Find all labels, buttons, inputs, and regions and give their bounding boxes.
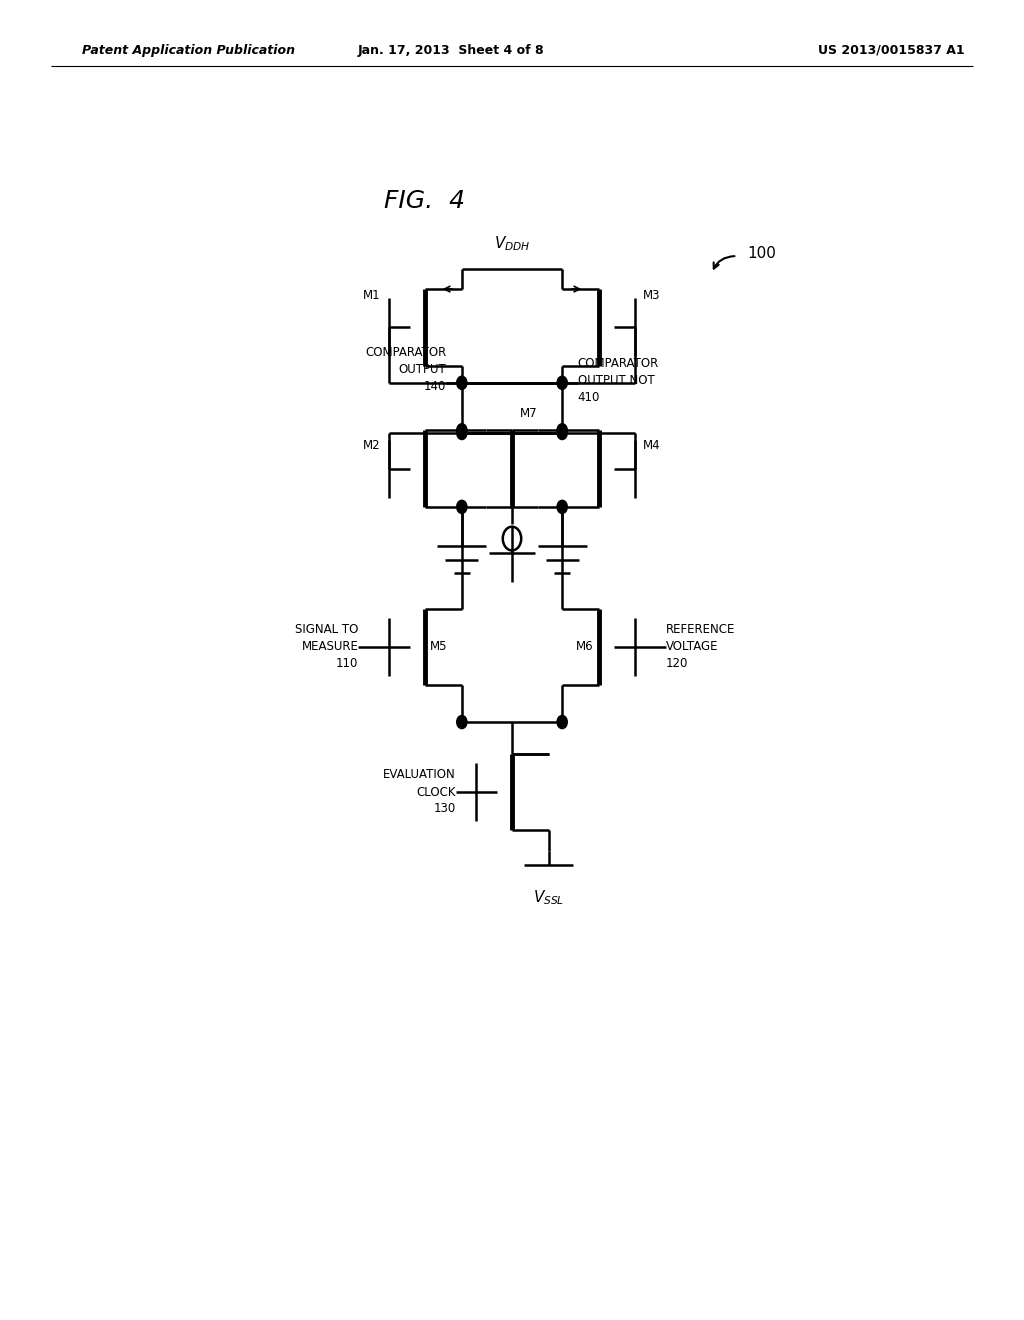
Circle shape — [457, 424, 467, 437]
Circle shape — [457, 376, 467, 389]
Text: COMPARATOR
OUTPUT
140: COMPARATOR OUTPUT 140 — [366, 346, 446, 393]
Text: M5: M5 — [430, 640, 447, 653]
Circle shape — [457, 500, 467, 513]
Text: M3: M3 — [643, 289, 660, 302]
Circle shape — [557, 424, 567, 437]
Text: M6: M6 — [577, 640, 594, 653]
Text: REFERENCE
VOLTAGE
120: REFERENCE VOLTAGE 120 — [666, 623, 735, 671]
Circle shape — [457, 715, 467, 729]
Circle shape — [457, 426, 467, 440]
Circle shape — [557, 376, 567, 389]
Text: EVALUATION
CLOCK
130: EVALUATION CLOCK 130 — [383, 768, 456, 816]
Text: COMPARATOR
OUTPUT NOT
410: COMPARATOR OUTPUT NOT 410 — [578, 356, 658, 404]
Text: FIG.  4: FIG. 4 — [384, 189, 466, 213]
Text: 100: 100 — [748, 246, 776, 261]
Text: US 2013/0015837 A1: US 2013/0015837 A1 — [817, 44, 965, 57]
Text: SIGNAL TO
MEASURE
110: SIGNAL TO MEASURE 110 — [295, 623, 358, 671]
Text: M1: M1 — [364, 289, 381, 302]
Text: $V_{DDH}$: $V_{DDH}$ — [494, 235, 530, 253]
Text: Jan. 17, 2013  Sheet 4 of 8: Jan. 17, 2013 Sheet 4 of 8 — [357, 44, 544, 57]
Text: Patent Application Publication: Patent Application Publication — [82, 44, 295, 57]
Text: M2: M2 — [364, 440, 381, 453]
Circle shape — [557, 500, 567, 513]
Text: M7: M7 — [520, 407, 538, 420]
Circle shape — [557, 715, 567, 729]
Circle shape — [557, 426, 567, 440]
Text: $V_{SSL}$: $V_{SSL}$ — [534, 888, 564, 907]
Text: M4: M4 — [643, 440, 660, 453]
